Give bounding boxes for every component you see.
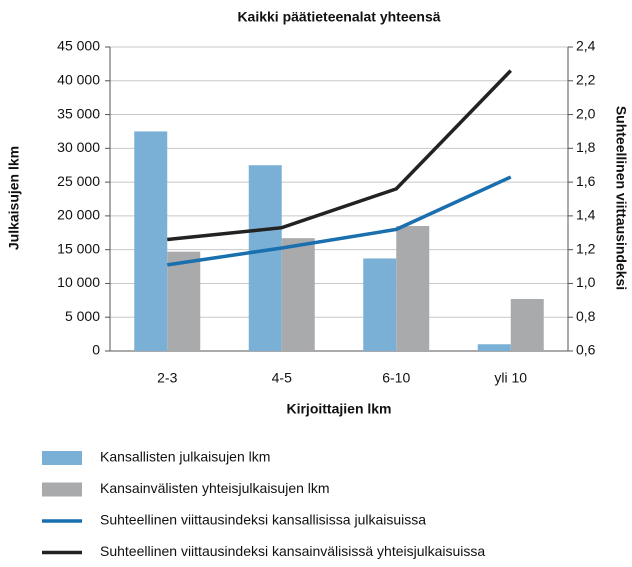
- line: [166, 175, 512, 267]
- y2-tick-label: 0,8: [576, 308, 596, 324]
- y2-tick-label: 1,2: [576, 240, 596, 256]
- y2-tick-label: 1,0: [576, 274, 596, 290]
- y-tick-label: 20 000: [57, 207, 100, 223]
- y-tick-label: 30 000: [57, 139, 100, 155]
- y-tick-label: 0: [92, 342, 100, 358]
- y-tick-label: 10 000: [57, 274, 100, 290]
- y-tick-label: 40 000: [57, 71, 100, 87]
- y2-tick-label: 2,0: [576, 105, 596, 121]
- line: [167, 69, 513, 242]
- y2-tick-label: 0,6: [576, 342, 596, 358]
- y-tick-label: 5 000: [65, 308, 100, 324]
- x-axis-label: Kirjoittajien lkm: [286, 401, 391, 417]
- legend-label: Kansainvälisten yhteisjulkaisujen lkm: [100, 480, 330, 496]
- bar: [396, 226, 430, 351]
- x-tick-label: 2-3: [157, 370, 177, 386]
- y2-tick-label: 1,8: [576, 139, 596, 155]
- y-axis-label: Julkaisujen lkm: [6, 146, 22, 250]
- y-tick-label: 25 000: [57, 173, 100, 189]
- bar: [134, 131, 168, 351]
- legend-label: Suhteellinen viittausindeksi kansainväli…: [100, 543, 485, 559]
- legend-label: Kansallisten julkaisujen lkm: [100, 449, 270, 465]
- y2-axis-label: Suhteellinen viittausindeksi: [613, 106, 629, 290]
- y2-tick-label: 2,2: [576, 71, 596, 87]
- legend-swatch: [42, 451, 82, 465]
- x-tick-label: yli 10: [494, 370, 527, 386]
- bar: [248, 165, 282, 351]
- y2-tick-label: 2,4: [576, 38, 596, 54]
- y-tick-label: 15 000: [57, 240, 100, 256]
- y2-tick-label: 1,6: [576, 173, 596, 189]
- legend-label: Suhteellinen viittausindeksi kansallisis…: [100, 512, 426, 528]
- y-tick-label: 35 000: [57, 105, 100, 121]
- x-tick-label: 4-5: [272, 370, 292, 386]
- bar: [167, 251, 201, 351]
- bar: [363, 258, 397, 351]
- bar: [281, 238, 315, 351]
- bar: [477, 344, 511, 351]
- bar: [510, 298, 544, 351]
- legend-swatch: [42, 482, 82, 497]
- x-tick-label: 6-10: [382, 370, 410, 386]
- chart-title: Kaikki päätieteenalat yhteensä: [237, 9, 440, 25]
- y2-tick-label: 1,4: [576, 207, 596, 223]
- y-tick-label: 45 000: [57, 38, 100, 54]
